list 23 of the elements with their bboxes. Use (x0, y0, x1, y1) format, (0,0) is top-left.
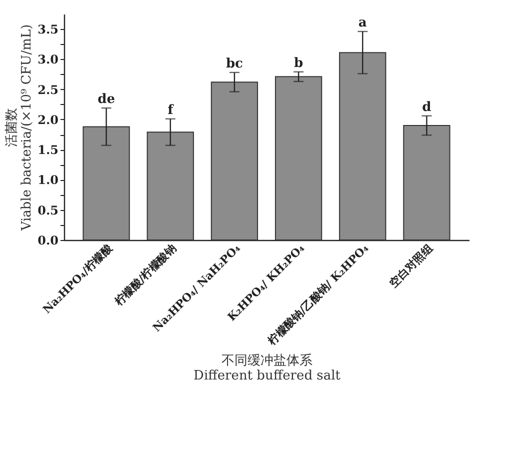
y-tick-label: 1.5 (38, 143, 58, 158)
bar (146, 132, 194, 240)
annotation: a (358, 15, 368, 30)
y-tick-label: 2.0 (38, 112, 58, 127)
x-axis-title: 不同缓冲盐体系 Different buffered salt (194, 354, 342, 384)
x-tick-label: 空白对照组 (387, 242, 436, 290)
bar (339, 52, 386, 240)
annotation: b (294, 56, 304, 71)
y-axis-title: 活菌数 Viable bacteria/(×10⁹ CFU/mL) (4, 24, 35, 232)
annotation: f (168, 102, 175, 118)
y-tick-label: 0.5 (38, 203, 58, 218)
bar (210, 82, 258, 240)
y-tick-label: 2.5 (38, 82, 58, 97)
annotation: de (98, 92, 115, 108)
y-tick-label: 3.5 (38, 22, 58, 37)
bar (403, 124, 450, 240)
bar (274, 76, 322, 240)
annotation: bc (226, 56, 244, 72)
annotation: d (422, 100, 432, 115)
bar (82, 126, 130, 240)
y-tick-label: 0.0 (38, 234, 58, 248)
y-tick-label: 1.0 (38, 173, 58, 188)
y-tick-label: 3.0 (38, 52, 58, 67)
